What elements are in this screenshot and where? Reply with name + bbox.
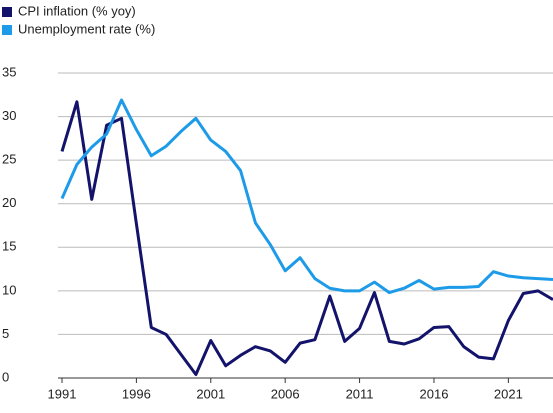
line [60,98,553,295]
y-tick-label: 30 [2,108,16,123]
x-tick-label: 2016 [420,386,449,401]
line [60,100,553,377]
legend-label: Unemployment rate (%) [18,21,155,36]
x-tick-label: 2021 [494,386,523,401]
y-tick-label: 10 [2,282,16,297]
y-tick-label: 0 [2,369,9,384]
y-tick-label: 25 [2,152,16,167]
x-tick-label: 1991 [48,386,77,401]
y-tick-label: 20 [2,195,16,210]
y-tick-label: 5 [2,326,9,341]
x-tick-label: 2011 [346,386,374,401]
legend-swatch [2,25,12,35]
x-tick-label: 1996 [122,386,151,401]
y-tick-label: 35 [2,64,16,79]
x-tick-label: 2006 [271,386,300,401]
legend-label: CPI inflation (% yoy) [18,3,136,18]
legend-swatch [2,7,12,17]
y-tick-label: 15 [2,239,16,254]
x-tick-label: 2001 [196,386,225,401]
